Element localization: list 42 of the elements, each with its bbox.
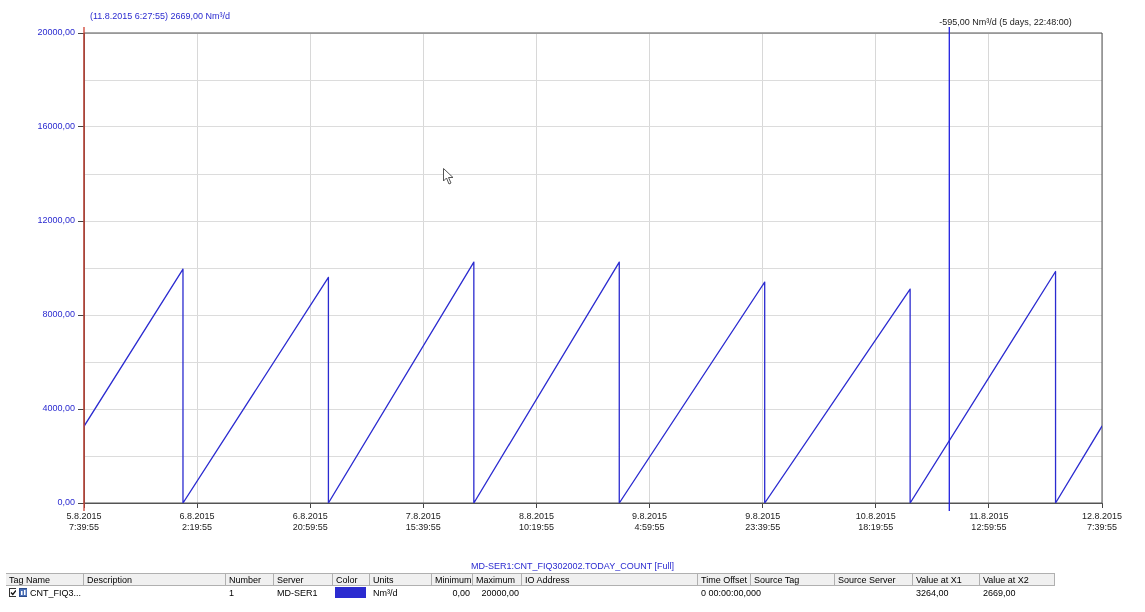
text: Color — [333, 573, 370, 586]
text: 0,00 — [451, 586, 471, 599]
x-tick-label: 9.8.2015 4:59:55 — [632, 510, 668, 532]
x-tick-label: 5.8.2015 7:39:55 — [66, 510, 102, 532]
x-tick-label: 8.8.2015 10:19:55 — [518, 510, 554, 532]
y-tick-label: 20000,00 — [37, 27, 75, 38]
text: (11.8.2015 6:27:55) 2669,00 Nm³/d — [90, 11, 230, 21]
text: Units — [370, 573, 432, 586]
text: Value at X2 — [980, 573, 1055, 586]
text: Minimum — [432, 573, 473, 586]
text: 3264,00 — [915, 586, 950, 599]
text: 0 00:00:00,000 — [700, 586, 762, 599]
text: Value at X1 — [913, 573, 980, 586]
y-tick-label: 4000,00 — [42, 403, 75, 414]
x-tick-label: 6.8.2015 2:19:55 — [179, 510, 215, 532]
text: Server — [274, 573, 333, 586]
source-note: Source Server — [835, 573, 913, 586]
x-tick-label: 12.8.2015 7:39:55 — [1081, 510, 1123, 532]
y-tick-label: 16000,00 — [37, 121, 75, 132]
text: MD-SER1 — [276, 586, 319, 599]
text: IO Address — [522, 573, 698, 586]
text: Maximum — [473, 573, 522, 586]
source-note: Source Tag — [751, 573, 835, 586]
x-tick-label: 9.8.2015 23:39:55 — [745, 510, 781, 532]
x-tick-label: 10.8.2015 18:19:55 — [855, 510, 896, 532]
y-tick-label: 8000,00 — [42, 309, 75, 320]
x-tick-label: 11.8.2015 12:59:55 — [969, 510, 1009, 532]
text: CNT_FIQ3... — [28, 586, 82, 599]
text: Tag Name — [6, 573, 84, 586]
text: 1 — [228, 586, 235, 599]
text: Number — [226, 573, 274, 586]
text: Nm³/d — [372, 586, 399, 599]
x-tick-label: 6.8.2015 20:59:55 — [292, 510, 328, 532]
x-tick-label: 7.8.2015 15:39:55 — [405, 510, 441, 532]
text: -595,00 Nm³/d (5 days, 22:48:00) — [939, 16, 1072, 27]
text: Time Offset — [698, 573, 751, 586]
y-tick-label: 0,00 — [57, 497, 75, 508]
text: 20000,00 — [480, 586, 520, 599]
text: MD-SER1:CNT_FIQ302002.TODAY_COUNT [Full] — [469, 561, 676, 571]
text: 2669,00 — [982, 586, 1017, 599]
text: Description — [84, 573, 226, 586]
y-tick-label: 12000,00 — [37, 215, 75, 226]
